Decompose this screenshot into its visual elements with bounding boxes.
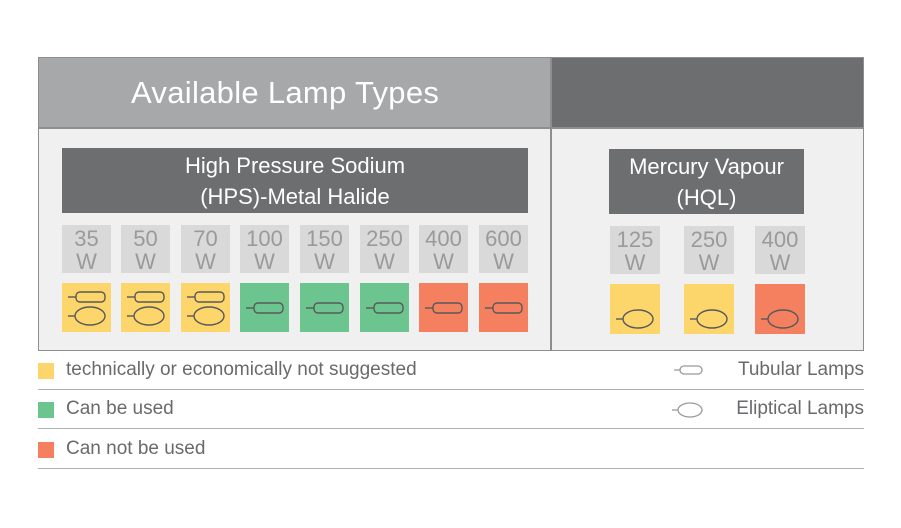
- lamp-status-cell-not-suggested: [684, 284, 734, 334]
- wattage-cell: 400 W: [755, 226, 805, 274]
- elliptical-lamp-icon: [761, 309, 799, 329]
- tubular-lamp-icon: [674, 365, 703, 375]
- wattage-unit: W: [698, 250, 720, 275]
- elliptical-lamp-icon: [126, 305, 165, 326]
- wattage-unit: W: [135, 249, 156, 274]
- header-divider: [39, 127, 863, 129]
- tubular-lamp-icon: [484, 301, 523, 314]
- hql-group-title: Mercury Vapour (HQL): [609, 149, 804, 214]
- tubular-lamp-icon: [245, 301, 284, 314]
- wattage-value: 70: [193, 226, 218, 251]
- wattage-value: 400: [425, 226, 462, 251]
- wattage-cell: 100 W: [240, 225, 289, 273]
- cannot-use-swatch: [38, 442, 54, 458]
- wattage-cell: 35 W: [62, 225, 111, 273]
- lamp-status-cell-cannot-use: [755, 284, 805, 334]
- wattage-unit: W: [76, 249, 97, 274]
- lamp-status-cell-can-use: [240, 283, 289, 332]
- lamp-status-cell-not-suggested: [181, 283, 230, 332]
- hps-group-title: High Pressure Sodium (HPS)-Metal Halide: [62, 148, 528, 213]
- can-use-swatch: [38, 402, 54, 418]
- wattage-cell: 125 W: [610, 226, 660, 274]
- wattage-value: 125: [616, 227, 654, 252]
- wattage-unit: W: [433, 249, 454, 274]
- wattage-unit: W: [195, 249, 216, 274]
- wattage-unit: W: [374, 249, 395, 274]
- hps-title-line2: (HPS)-Metal Halide: [200, 183, 390, 209]
- wattage-unit: W: [254, 249, 275, 274]
- wattage-value: 100: [246, 226, 283, 251]
- wattage-value: 50: [133, 226, 158, 251]
- lamp-status-cell-not-suggested: [610, 284, 660, 334]
- tubular-lamp-icon: [365, 301, 404, 314]
- elliptical-lamp-icon: [186, 305, 225, 326]
- lamp-status-cell-cannot-use: [479, 283, 528, 332]
- elliptical-lamp-icon: [67, 305, 106, 326]
- legend-label-elliptical: Eliptical Lamps: [736, 398, 864, 419]
- tubular-lamp-icon: [305, 301, 344, 314]
- legend-row-not-suggested: technically or economically not suggeste…: [38, 351, 864, 390]
- wattage-value: 35: [74, 226, 99, 251]
- wattage-cell: 600 W: [479, 225, 528, 273]
- legend-row-can-use: Can be used Eliptical Lamps: [38, 390, 864, 429]
- tubular-lamp-icon: [126, 290, 165, 303]
- lamp-status-cell-can-use: [300, 283, 349, 332]
- wattage-cell: 250 W: [684, 226, 734, 274]
- wattage-unit: W: [314, 249, 335, 274]
- legend-label-can-use: Can be used: [66, 398, 174, 419]
- lamp-status-cell-can-use: [360, 283, 409, 332]
- not-suggested-swatch: [38, 363, 54, 379]
- elliptical-lamp-icon: [616, 309, 654, 329]
- lamp-status-cell-not-suggested: [121, 283, 170, 332]
- wattage-unit: W: [493, 249, 514, 274]
- legend-label-tubular: Tubular Lamps: [737, 359, 864, 380]
- lamp-status-cell-cannot-use: [419, 283, 468, 332]
- legend-row-cannot-use: Can not be used: [38, 430, 864, 469]
- elliptical-lamp-icon: [690, 309, 728, 329]
- wattage-cell: 70 W: [181, 225, 230, 273]
- tubular-lamp-icon: [186, 290, 225, 303]
- wattage-value: 250: [690, 227, 728, 252]
- hps-title-line1: High Pressure Sodium: [184, 152, 406, 178]
- wattage-cell: 400 W: [419, 225, 468, 273]
- wattage-unit: W: [624, 250, 646, 275]
- wattage-cell: 250 W: [360, 225, 409, 273]
- legend-label-cannot-use: Can not be used: [66, 438, 206, 459]
- legend-label-not-suggested: technically or economically not suggeste…: [66, 359, 417, 380]
- wattage-unit: W: [769, 250, 791, 275]
- wattage-cell: 50 W: [121, 225, 170, 273]
- header-bar-right: [551, 58, 863, 127]
- elliptical-lamp-icon: [672, 402, 703, 418]
- wattage-cell: 150 W: [300, 225, 349, 273]
- wattage-value: 250: [366, 226, 403, 251]
- wattage-value: 150: [306, 226, 343, 251]
- tubular-lamp-icon: [67, 290, 106, 303]
- hql-title-line1: Mercury Vapour: [629, 153, 784, 179]
- hql-title-line2: (HQL): [676, 184, 737, 210]
- tubular-lamp-icon: [424, 301, 463, 314]
- header-bar-left: [39, 58, 550, 127]
- wattage-value: 400: [761, 227, 799, 252]
- lamp-status-cell-not-suggested: [62, 283, 111, 332]
- column-divider: [550, 58, 552, 350]
- page-title: Available Lamp Types: [131, 74, 440, 110]
- wattage-value: 600: [485, 226, 522, 251]
